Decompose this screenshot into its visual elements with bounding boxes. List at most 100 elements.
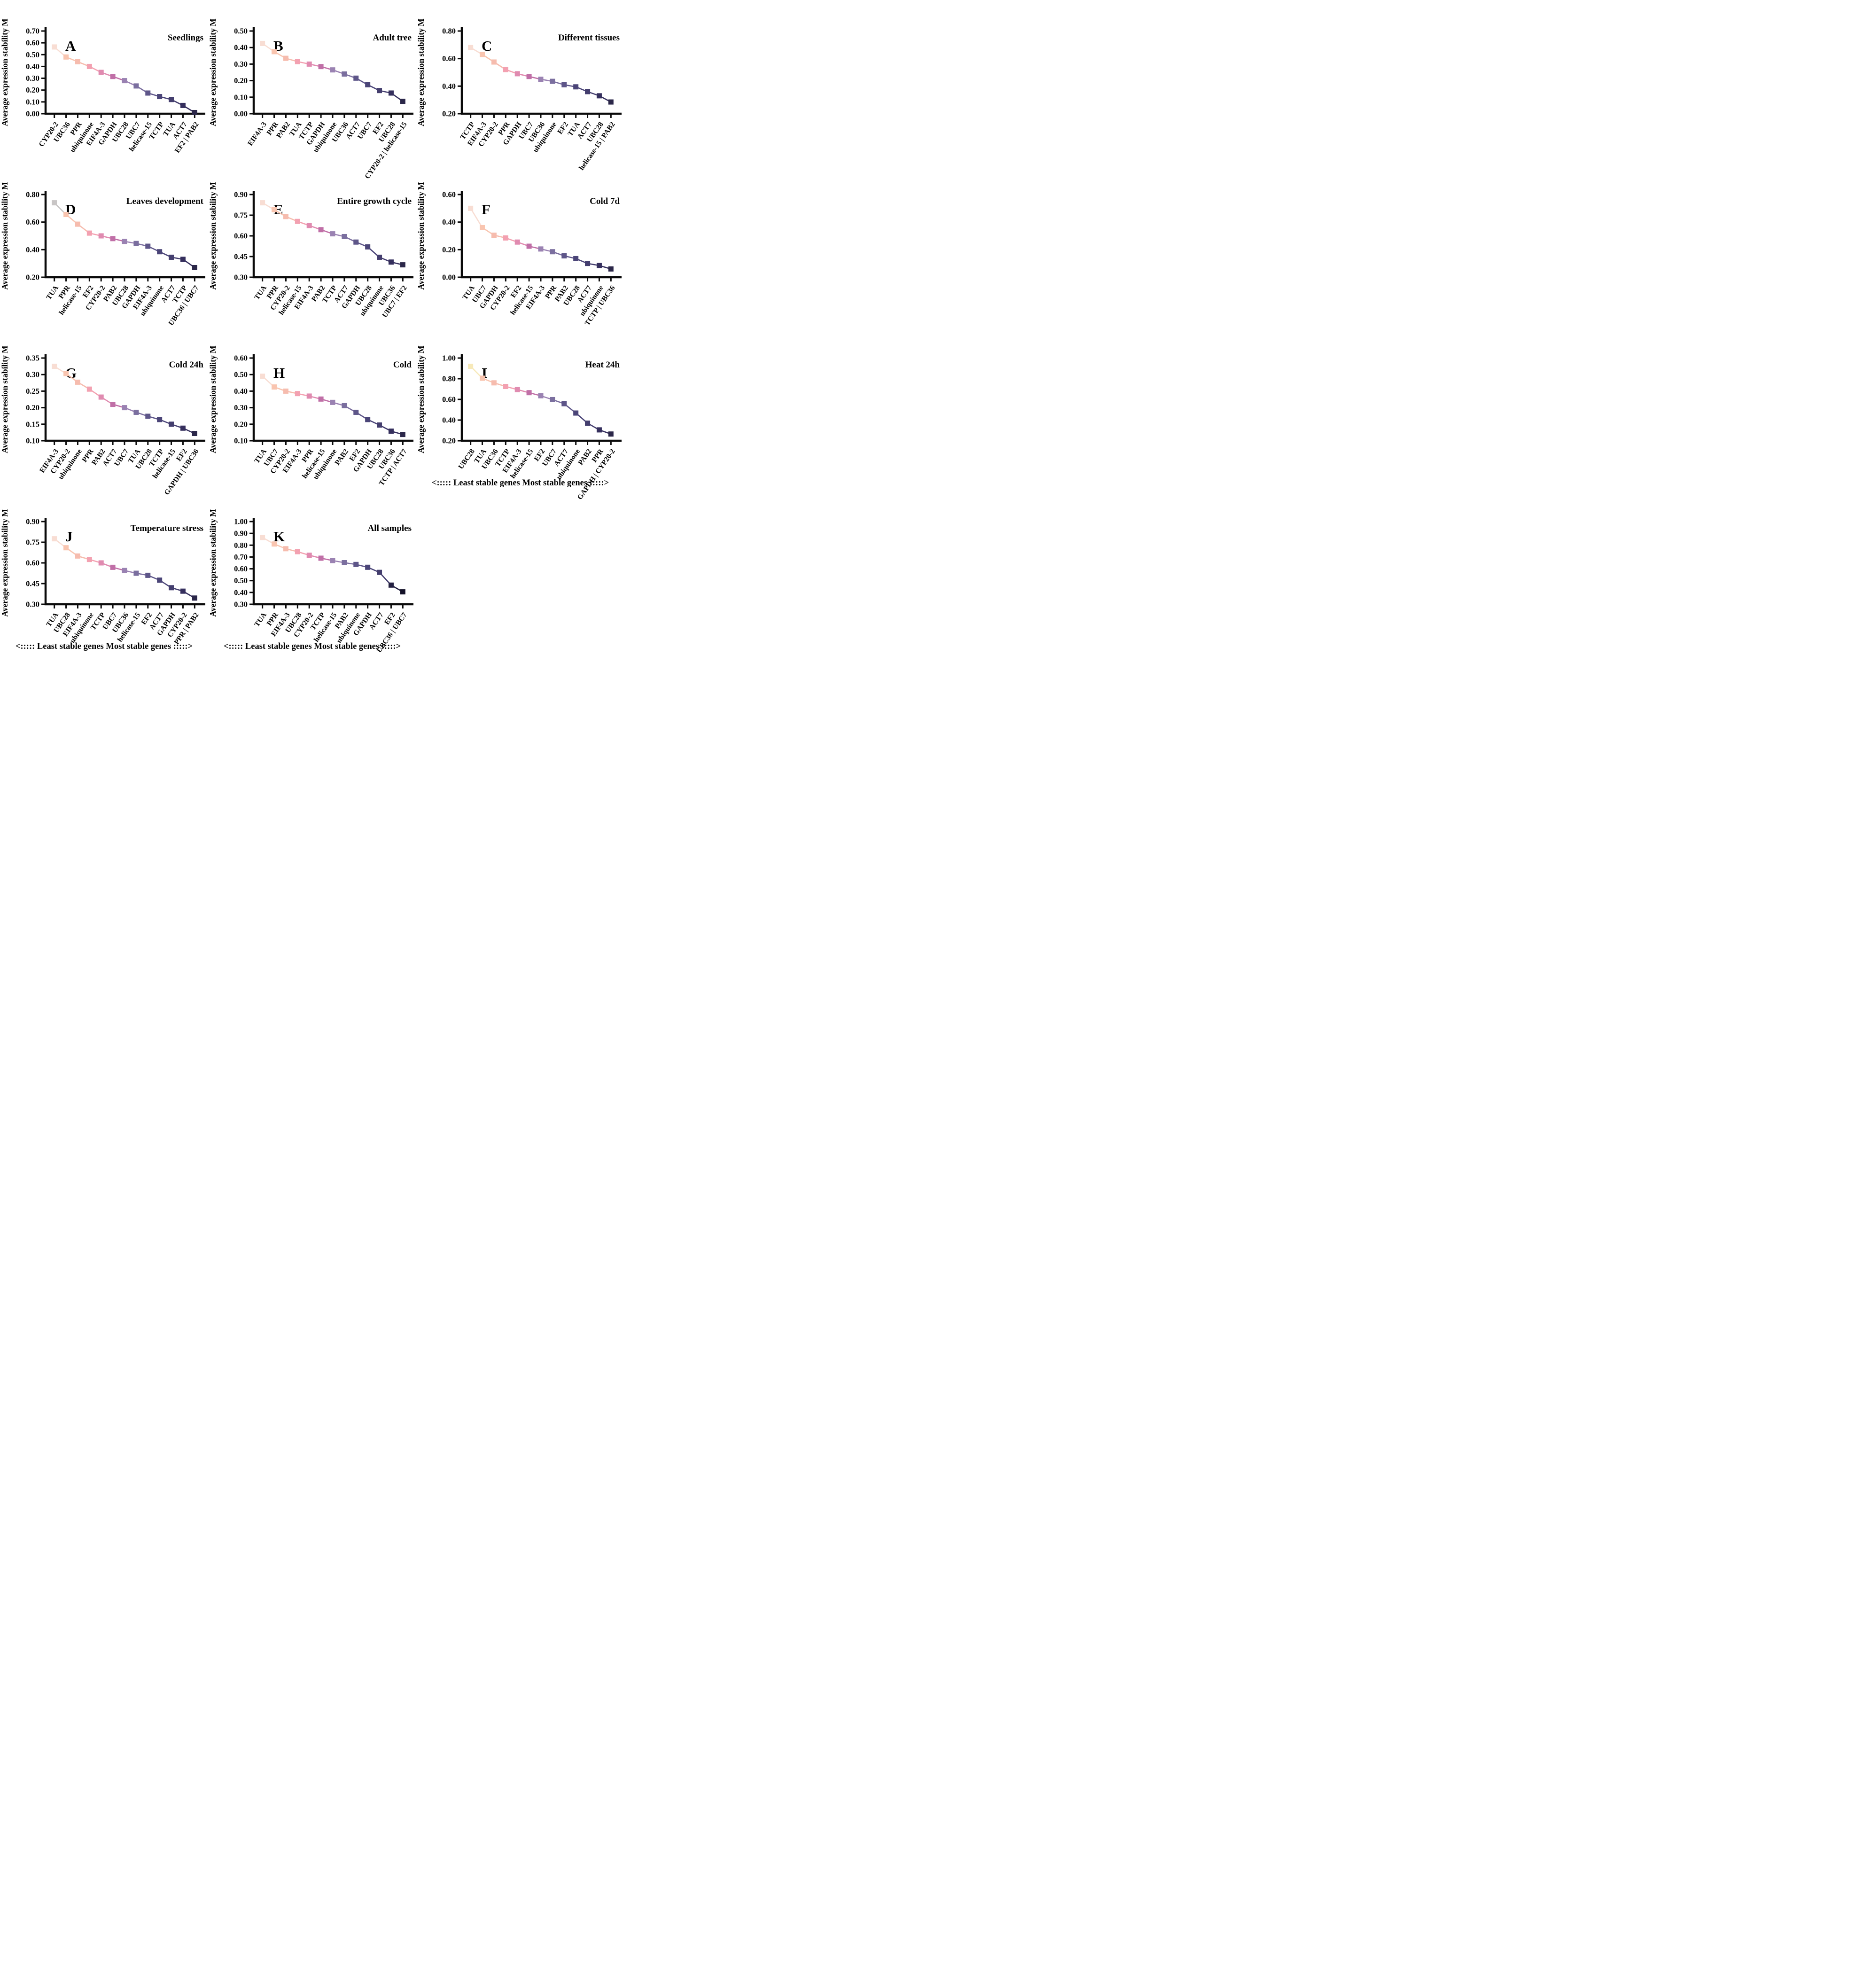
axes (252, 518, 413, 606)
y-tick-label: 0.40 (442, 82, 456, 91)
data-point-marker (514, 387, 520, 392)
data-point-marker (192, 595, 197, 601)
y-tick-label: 0.10 (26, 97, 39, 106)
data-point-marker (342, 71, 347, 77)
data-point-marker (561, 82, 567, 87)
data-point-marker (377, 422, 382, 428)
data-point-marker (608, 266, 614, 272)
data-point-marker (526, 74, 532, 79)
data-point-marker (608, 431, 614, 437)
data-point-marker (145, 572, 151, 578)
data-point-marker (400, 589, 405, 595)
y-tick-label: 0.30 (26, 74, 39, 83)
y-tick-label: 0.10 (234, 93, 248, 101)
data-point-marker (353, 409, 359, 415)
data-point-marker (145, 243, 151, 249)
y-tick-label: 0.60 (26, 39, 39, 47)
data-point-marker (365, 82, 371, 87)
panel-title-K: All samples (368, 523, 412, 533)
data-point-marker (272, 541, 277, 547)
data-point-marker (491, 59, 497, 65)
chart-D: Average expression stability M D Leaves de… (0, 182, 205, 327)
data-point-marker (503, 67, 508, 72)
data-point-marker (180, 257, 186, 262)
y-tick-label: 0.90 (26, 517, 39, 526)
chart-E: Average expression stability M E Entire gr… (208, 182, 413, 319)
data-point-marker (377, 569, 382, 575)
data-point-marker (491, 380, 497, 386)
y-tick-label: 0.50 (234, 576, 248, 585)
panel-D: Average expression stability M D Leaves de… (0, 164, 208, 327)
data-point-marker (122, 239, 127, 244)
data-point-marker (122, 405, 127, 411)
data-point-marker (122, 568, 127, 573)
axes (252, 27, 413, 115)
gene-label: PAB2 (334, 447, 350, 467)
data-point-marker (573, 410, 579, 416)
y-axis-title-K: Average expression stability M (208, 509, 218, 617)
data-point-marker (98, 394, 104, 400)
data-point-marker (377, 88, 382, 94)
data-point-marker (480, 52, 485, 57)
y-tick-label: 0.60 (442, 190, 456, 199)
data-point-marker (468, 364, 474, 369)
y-tick-label: 0.10 (26, 437, 39, 445)
data-point-marker (63, 545, 69, 551)
data-point-marker (342, 560, 347, 565)
data-point-marker (388, 259, 394, 265)
data-point-marker (157, 577, 163, 583)
panel-J: Average expression stability M J Temperatu… (0, 491, 208, 654)
data-point-marker (585, 89, 591, 94)
y-axis-title-J: Average expression stability M (0, 509, 9, 617)
data-point-marker (491, 233, 497, 238)
chart-J: Average expression stability M J Temperatu… (0, 509, 205, 646)
stability-axis-caption: <::::: Least stable genes Most stable ge… (223, 642, 401, 651)
axes (44, 191, 205, 279)
data-point-marker (75, 221, 80, 227)
data-point-marker (52, 200, 57, 206)
data-point-marker (330, 399, 335, 405)
data-point-marker (538, 246, 544, 252)
y-tick-label: 0.20 (442, 245, 456, 254)
y-tick-label: 0.60 (442, 395, 456, 404)
panel-C: Average expression stability M C Different… (416, 0, 624, 172)
data-point-marker (550, 249, 555, 255)
data-point-marker (503, 384, 508, 389)
y-tick-label: 0.40 (234, 588, 248, 597)
data-point-marker (585, 421, 591, 426)
y-tick-label: 0.35 (26, 354, 39, 363)
data-point-marker (377, 254, 382, 260)
y-tick-label: 0.30 (234, 273, 248, 282)
data-point-marker (318, 396, 324, 402)
data-point-marker (133, 570, 139, 576)
y-tick-label: 0.80 (234, 541, 248, 550)
panel-title-J: Temperature stress (131, 523, 203, 533)
data-point-marker (272, 384, 277, 390)
data-point-marker (98, 70, 104, 75)
axes (44, 518, 205, 606)
panel-E: Average expression stability M E Entire gr… (208, 164, 416, 327)
data-point-marker (169, 254, 174, 260)
data-point-marker (63, 212, 69, 218)
data-point-marker (63, 371, 69, 376)
y-tick-label: 0.30 (26, 600, 39, 609)
data-point-marker (110, 236, 116, 242)
panel-I: Average expression stability M I Heat 24h 0… (416, 327, 624, 501)
data-point-marker (295, 59, 300, 64)
data-point-marker (306, 393, 312, 399)
data-point-marker (157, 417, 163, 422)
chart-C: Average expression stability M C Different… (416, 18, 622, 172)
data-point-marker (306, 223, 312, 228)
y-tick-label: 0.60 (26, 218, 39, 226)
y-tick-label: 0.30 (26, 370, 39, 379)
data-point-marker (86, 230, 92, 236)
data-point-marker (353, 75, 359, 81)
y-axis-title-H: Average expression stability M (208, 345, 218, 453)
y-tick-label: 0.60 (234, 354, 248, 363)
y-tick-label: 0.00 (26, 109, 39, 118)
data-point-marker (52, 536, 57, 542)
y-axis-title-E: Average expression stability M (208, 182, 218, 290)
data-point-marker (342, 403, 347, 408)
data-point-marker (283, 388, 288, 394)
chart-F: Average expression stability M F Cold 7d 0.… (416, 182, 622, 327)
